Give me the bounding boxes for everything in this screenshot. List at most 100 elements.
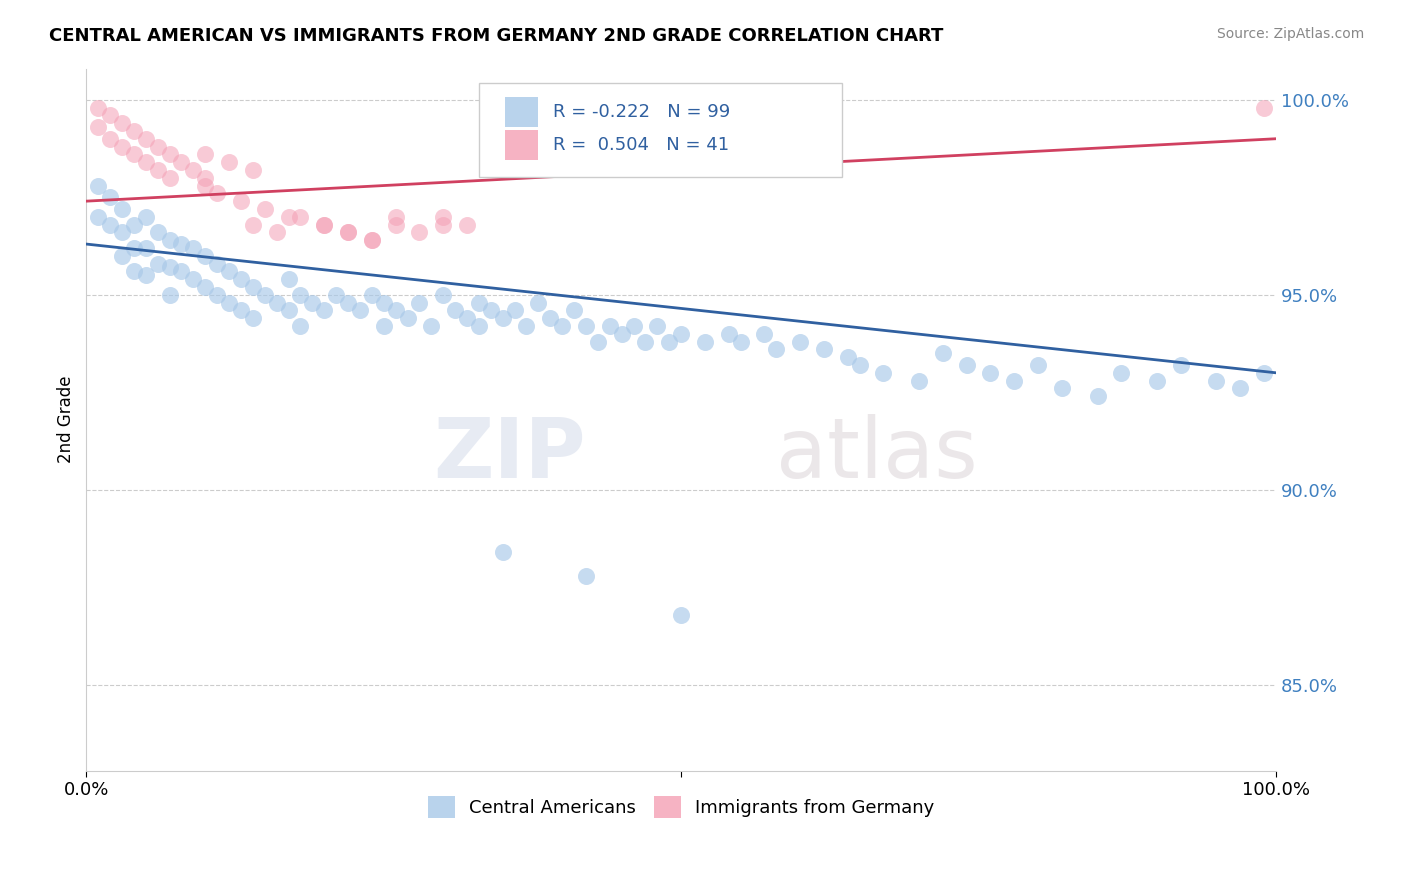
Text: CENTRAL AMERICAN VS IMMIGRANTS FROM GERMANY 2ND GRADE CORRELATION CHART: CENTRAL AMERICAN VS IMMIGRANTS FROM GERM… [49, 27, 943, 45]
Text: R =  0.504   N = 41: R = 0.504 N = 41 [553, 136, 728, 154]
Point [360, 233, 382, 247]
Point [122, 124, 145, 138]
Point [170, 155, 193, 169]
Point [170, 264, 193, 278]
Point [610, 326, 633, 341]
Point [1229, 381, 1251, 395]
Point [205, 256, 228, 270]
Point [253, 202, 276, 216]
Point [468, 295, 491, 310]
Text: ZIP: ZIP [433, 414, 586, 495]
Point [183, 272, 205, 286]
Point [1253, 366, 1275, 380]
Point [456, 311, 478, 326]
Point [205, 186, 228, 201]
Point [122, 241, 145, 255]
Point [87, 210, 110, 224]
Point [908, 374, 931, 388]
Point [135, 132, 157, 146]
Point [229, 303, 252, 318]
Point [956, 358, 979, 372]
Point [159, 233, 181, 247]
Point [194, 280, 217, 294]
Point [384, 303, 406, 318]
Point [1026, 358, 1049, 372]
Point [693, 334, 716, 349]
Point [456, 218, 478, 232]
Point [349, 303, 371, 318]
Point [122, 218, 145, 232]
Point [146, 256, 169, 270]
FancyBboxPatch shape [479, 83, 842, 178]
Point [623, 318, 645, 333]
Point [337, 295, 360, 310]
Point [634, 334, 657, 349]
Point [515, 318, 537, 333]
Point [420, 318, 443, 333]
Bar [505, 130, 538, 160]
Point [384, 218, 406, 232]
Point [290, 287, 312, 301]
Point [314, 303, 336, 318]
Point [242, 218, 264, 232]
Point [314, 218, 336, 232]
Point [229, 194, 252, 209]
Point [444, 303, 467, 318]
Point [1253, 101, 1275, 115]
Point [87, 120, 110, 134]
Point [194, 178, 217, 193]
Point [325, 287, 347, 301]
Point [586, 334, 609, 349]
Point [432, 287, 454, 301]
Point [87, 101, 110, 115]
Point [492, 311, 515, 326]
Point [848, 358, 870, 372]
Point [253, 287, 276, 301]
Point [527, 295, 550, 310]
Point [1205, 374, 1227, 388]
Point [159, 170, 181, 185]
Point [301, 295, 323, 310]
Point [218, 295, 240, 310]
Point [432, 218, 454, 232]
Text: atlas: atlas [776, 414, 979, 495]
Point [408, 225, 430, 239]
Point [111, 116, 134, 130]
Point [98, 190, 121, 204]
Point [337, 225, 360, 239]
Point [562, 303, 585, 318]
Point [111, 202, 134, 216]
Point [754, 326, 776, 341]
Point [242, 280, 264, 294]
Point [658, 334, 681, 349]
Point [266, 225, 288, 239]
Point [647, 318, 669, 333]
Point [87, 178, 110, 193]
Legend: Central Americans, Immigrants from Germany: Central Americans, Immigrants from Germa… [420, 789, 942, 825]
Point [122, 147, 145, 161]
Point [360, 233, 382, 247]
Point [599, 318, 621, 333]
Point [146, 225, 169, 239]
Point [384, 210, 406, 224]
Point [837, 350, 859, 364]
Point [290, 318, 312, 333]
Point [432, 210, 454, 224]
Point [159, 260, 181, 275]
Point [194, 147, 217, 161]
Point [492, 545, 515, 559]
Point [146, 139, 169, 153]
Point [218, 264, 240, 278]
Point [135, 268, 157, 283]
Point [314, 218, 336, 232]
Point [872, 366, 894, 380]
Point [146, 163, 169, 178]
Point [575, 568, 598, 582]
Point [135, 241, 157, 255]
Point [479, 303, 502, 318]
Point [730, 334, 752, 349]
Point [396, 311, 419, 326]
Point [218, 155, 240, 169]
Point [229, 272, 252, 286]
Point [538, 311, 561, 326]
